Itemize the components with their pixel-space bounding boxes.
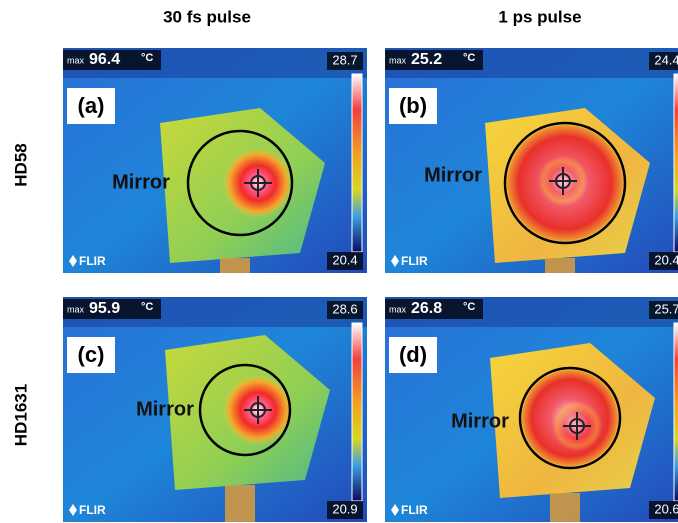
logo: FLIR <box>79 503 106 517</box>
max-unit: °C <box>141 301 153 313</box>
object-label: Mirror <box>136 398 194 420</box>
max-prefix: max <box>67 55 85 65</box>
post <box>220 258 250 273</box>
thermal-panel: Mirror (b) max 25.2 °C 24.4 20.4 FLIR <box>385 48 678 273</box>
colorbar <box>674 323 678 501</box>
panel-label: (c) <box>78 342 105 367</box>
max-value: 95.9 <box>89 300 120 317</box>
figure: 30 fs pulse 1 ps pulse HD58 HD1631 Mirro… <box>0 0 678 523</box>
max-unit: °C <box>463 52 475 64</box>
scale-top: 24.4 <box>654 52 678 67</box>
object-label: Mirror <box>112 171 170 193</box>
max-value: 26.8 <box>411 300 442 317</box>
object-label: Mirror <box>424 164 482 186</box>
column-header: 30 fs pulse <box>163 7 251 26</box>
scale-top: 28.6 <box>332 301 357 316</box>
max-prefix: max <box>67 304 85 314</box>
max-prefix: max <box>389 304 407 314</box>
colorbar <box>674 74 678 252</box>
scale-top: 28.7 <box>332 52 357 67</box>
max-unit: °C <box>463 301 475 313</box>
column-header: 1 ps pulse <box>498 7 581 26</box>
max-value: 96.4 <box>89 51 120 68</box>
row-header: HD58 <box>11 143 30 186</box>
max-prefix: max <box>389 55 407 65</box>
colorbar <box>352 74 362 252</box>
object-label: Mirror <box>451 410 509 432</box>
panel-label: (b) <box>399 93 427 118</box>
scale-bottom: 20.9 <box>332 501 357 516</box>
max-value: 25.2 <box>411 51 442 68</box>
logo: FLIR <box>401 254 428 268</box>
logo: FLIR <box>401 503 428 517</box>
panel-label: (d) <box>399 342 427 367</box>
thermal-panel: Mirror (a) max 96.4 °C 28.7 20.4 FLIR <box>63 48 367 273</box>
scale-top: 25.7 <box>654 301 678 316</box>
logo: FLIR <box>79 254 106 268</box>
thermal-panel: Mirror (d) max 26.8 °C 25.7 20.6 FLIR <box>385 297 678 522</box>
row-header: HD1631 <box>11 384 30 446</box>
scale-bottom: 20.6 <box>654 501 678 516</box>
scale-bottom: 20.4 <box>332 252 357 267</box>
post <box>545 258 575 273</box>
max-unit: °C <box>141 52 153 64</box>
post <box>550 493 580 522</box>
post <box>225 485 255 522</box>
scale-bottom: 20.4 <box>654 252 678 267</box>
colorbar <box>352 323 362 501</box>
panel-label: (a) <box>78 93 105 118</box>
thermal-panel: Mirror (c) max 95.9 °C 28.6 20.9 FLIR <box>63 297 367 522</box>
